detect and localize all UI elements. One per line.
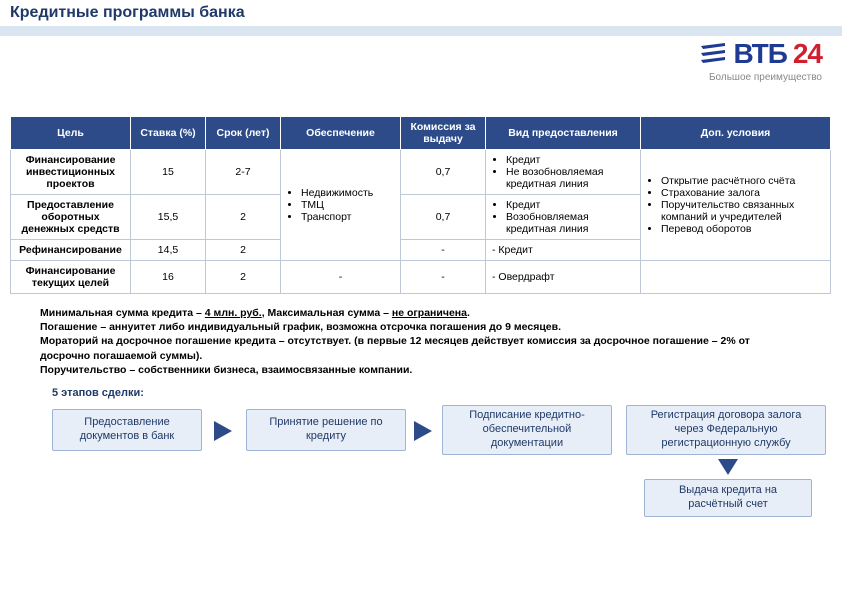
cell-type: Кредит Возобновляемая кредитная линия (486, 195, 641, 240)
cell-cond-shared: Открытие расчётного счёта Страхование за… (641, 150, 831, 261)
cell-term: 2 (206, 261, 281, 294)
logo-block: ВТБ24 Большое преимущество (701, 38, 822, 83)
logo-wings-icon (701, 38, 727, 70)
th-purpose: Цель (11, 117, 131, 150)
cell-rate: 15,5 (131, 195, 206, 240)
cond-item: Поручительство связанных компаний и учре… (661, 199, 824, 223)
arrow-down-icon (718, 459, 738, 475)
cell-rate: 14,5 (131, 240, 206, 261)
cell-purpose: Финансирование текущих целей (11, 261, 131, 294)
cell-collateral-shared: Недвижимость ТМЦ Транспорт (281, 150, 401, 261)
cell-fee: 0,7 (401, 195, 486, 240)
th-type: Вид предоставления (486, 117, 641, 150)
cond-item: Страхование залога (661, 187, 824, 199)
step-box-4: Регистрация договора залога через Федера… (626, 405, 826, 455)
th-fee: Комиссия за выдачу (401, 117, 486, 150)
cell-term: 2 (206, 240, 281, 261)
steps-flow: Предоставление документов в банк Приняти… (16, 405, 826, 525)
cell-fee: - (401, 261, 486, 294)
collateral-item: Транспорт (301, 211, 394, 223)
cell-purpose: Рефинансирование (11, 240, 131, 261)
type-item: Не возобновляемая кредитная линия (506, 166, 634, 190)
step-box-3: Подписание кредитно-обеспечительной доку… (442, 405, 612, 455)
cond-item: Открытие расчётного счёта (661, 175, 824, 187)
type-item: Кредит (506, 199, 634, 211)
cell-type: - Овердрафт (486, 261, 641, 294)
type-item: Кредит (506, 154, 634, 166)
note-line-1: Минимальная сумма кредита – 4 млн. руб.,… (40, 306, 802, 320)
credit-programs-table: Цель Ставка (%) Срок (лет) Обеспечение К… (10, 116, 831, 294)
collateral-item: ТМЦ (301, 199, 394, 211)
cell-purpose: Предоставление оборотных денежных средст… (11, 195, 131, 240)
page-title: Кредитные программы банка (10, 4, 245, 22)
table-row: Финансирование текущих целей 16 2 - - - … (11, 261, 831, 294)
steps-title: 5 этапов сделки: (52, 387, 842, 399)
cond-item: Перевод оборотов (661, 223, 824, 235)
table-row: Финансирование инвестиционных проектов 1… (11, 150, 831, 195)
step-box-1: Предоставление документов в банк (52, 409, 202, 451)
cell-term: 2 (206, 195, 281, 240)
th-rate: Ставка (%) (131, 117, 206, 150)
logo: ВТБ24 (701, 38, 822, 70)
logo-num: 24 (793, 38, 822, 70)
step-box-2: Принятие решение по кредиту (246, 409, 406, 451)
cell-fee: - (401, 240, 486, 261)
collateral-item: Недвижимость (301, 187, 394, 199)
cell-collateral: - (281, 261, 401, 294)
cell-rate: 16 (131, 261, 206, 294)
note-line-4: Поручительство – собственники бизнеса, в… (40, 363, 802, 377)
note-line-2: Погашение – аннуитет либо индивидуальный… (40, 320, 802, 334)
cell-fee: 0,7 (401, 150, 486, 195)
arrow-right-icon (214, 421, 232, 441)
type-item: Возобновляемая кредитная линия (506, 211, 634, 235)
arrow-right-icon (414, 421, 432, 441)
table-header-row: Цель Ставка (%) Срок (лет) Обеспечение К… (11, 117, 831, 150)
cell-term: 2-7 (206, 150, 281, 195)
th-collateral: Обеспечение (281, 117, 401, 150)
cell-rate: 15 (131, 150, 206, 195)
cell-type: Кредит Не возобновляемая кредитная линия (486, 150, 641, 195)
cell-cond-empty (641, 261, 831, 294)
cell-purpose: Финансирование инвестиционных проектов (11, 150, 131, 195)
note-line-3: Мораторий на досрочное погашение кредита… (40, 334, 802, 362)
cell-type: - Кредит (486, 240, 641, 261)
th-cond: Доп. условия (641, 117, 831, 150)
step-box-5: Выдача кредита на расчётный счет (644, 479, 812, 517)
title-band: Кредитные программы банка (0, 0, 842, 36)
logo-brand: ВТБ (733, 38, 786, 70)
notes-block: Минимальная сумма кредита – 4 млн. руб.,… (40, 306, 802, 377)
th-term: Срок (лет) (206, 117, 281, 150)
logo-slogan: Большое преимущество (701, 72, 822, 83)
